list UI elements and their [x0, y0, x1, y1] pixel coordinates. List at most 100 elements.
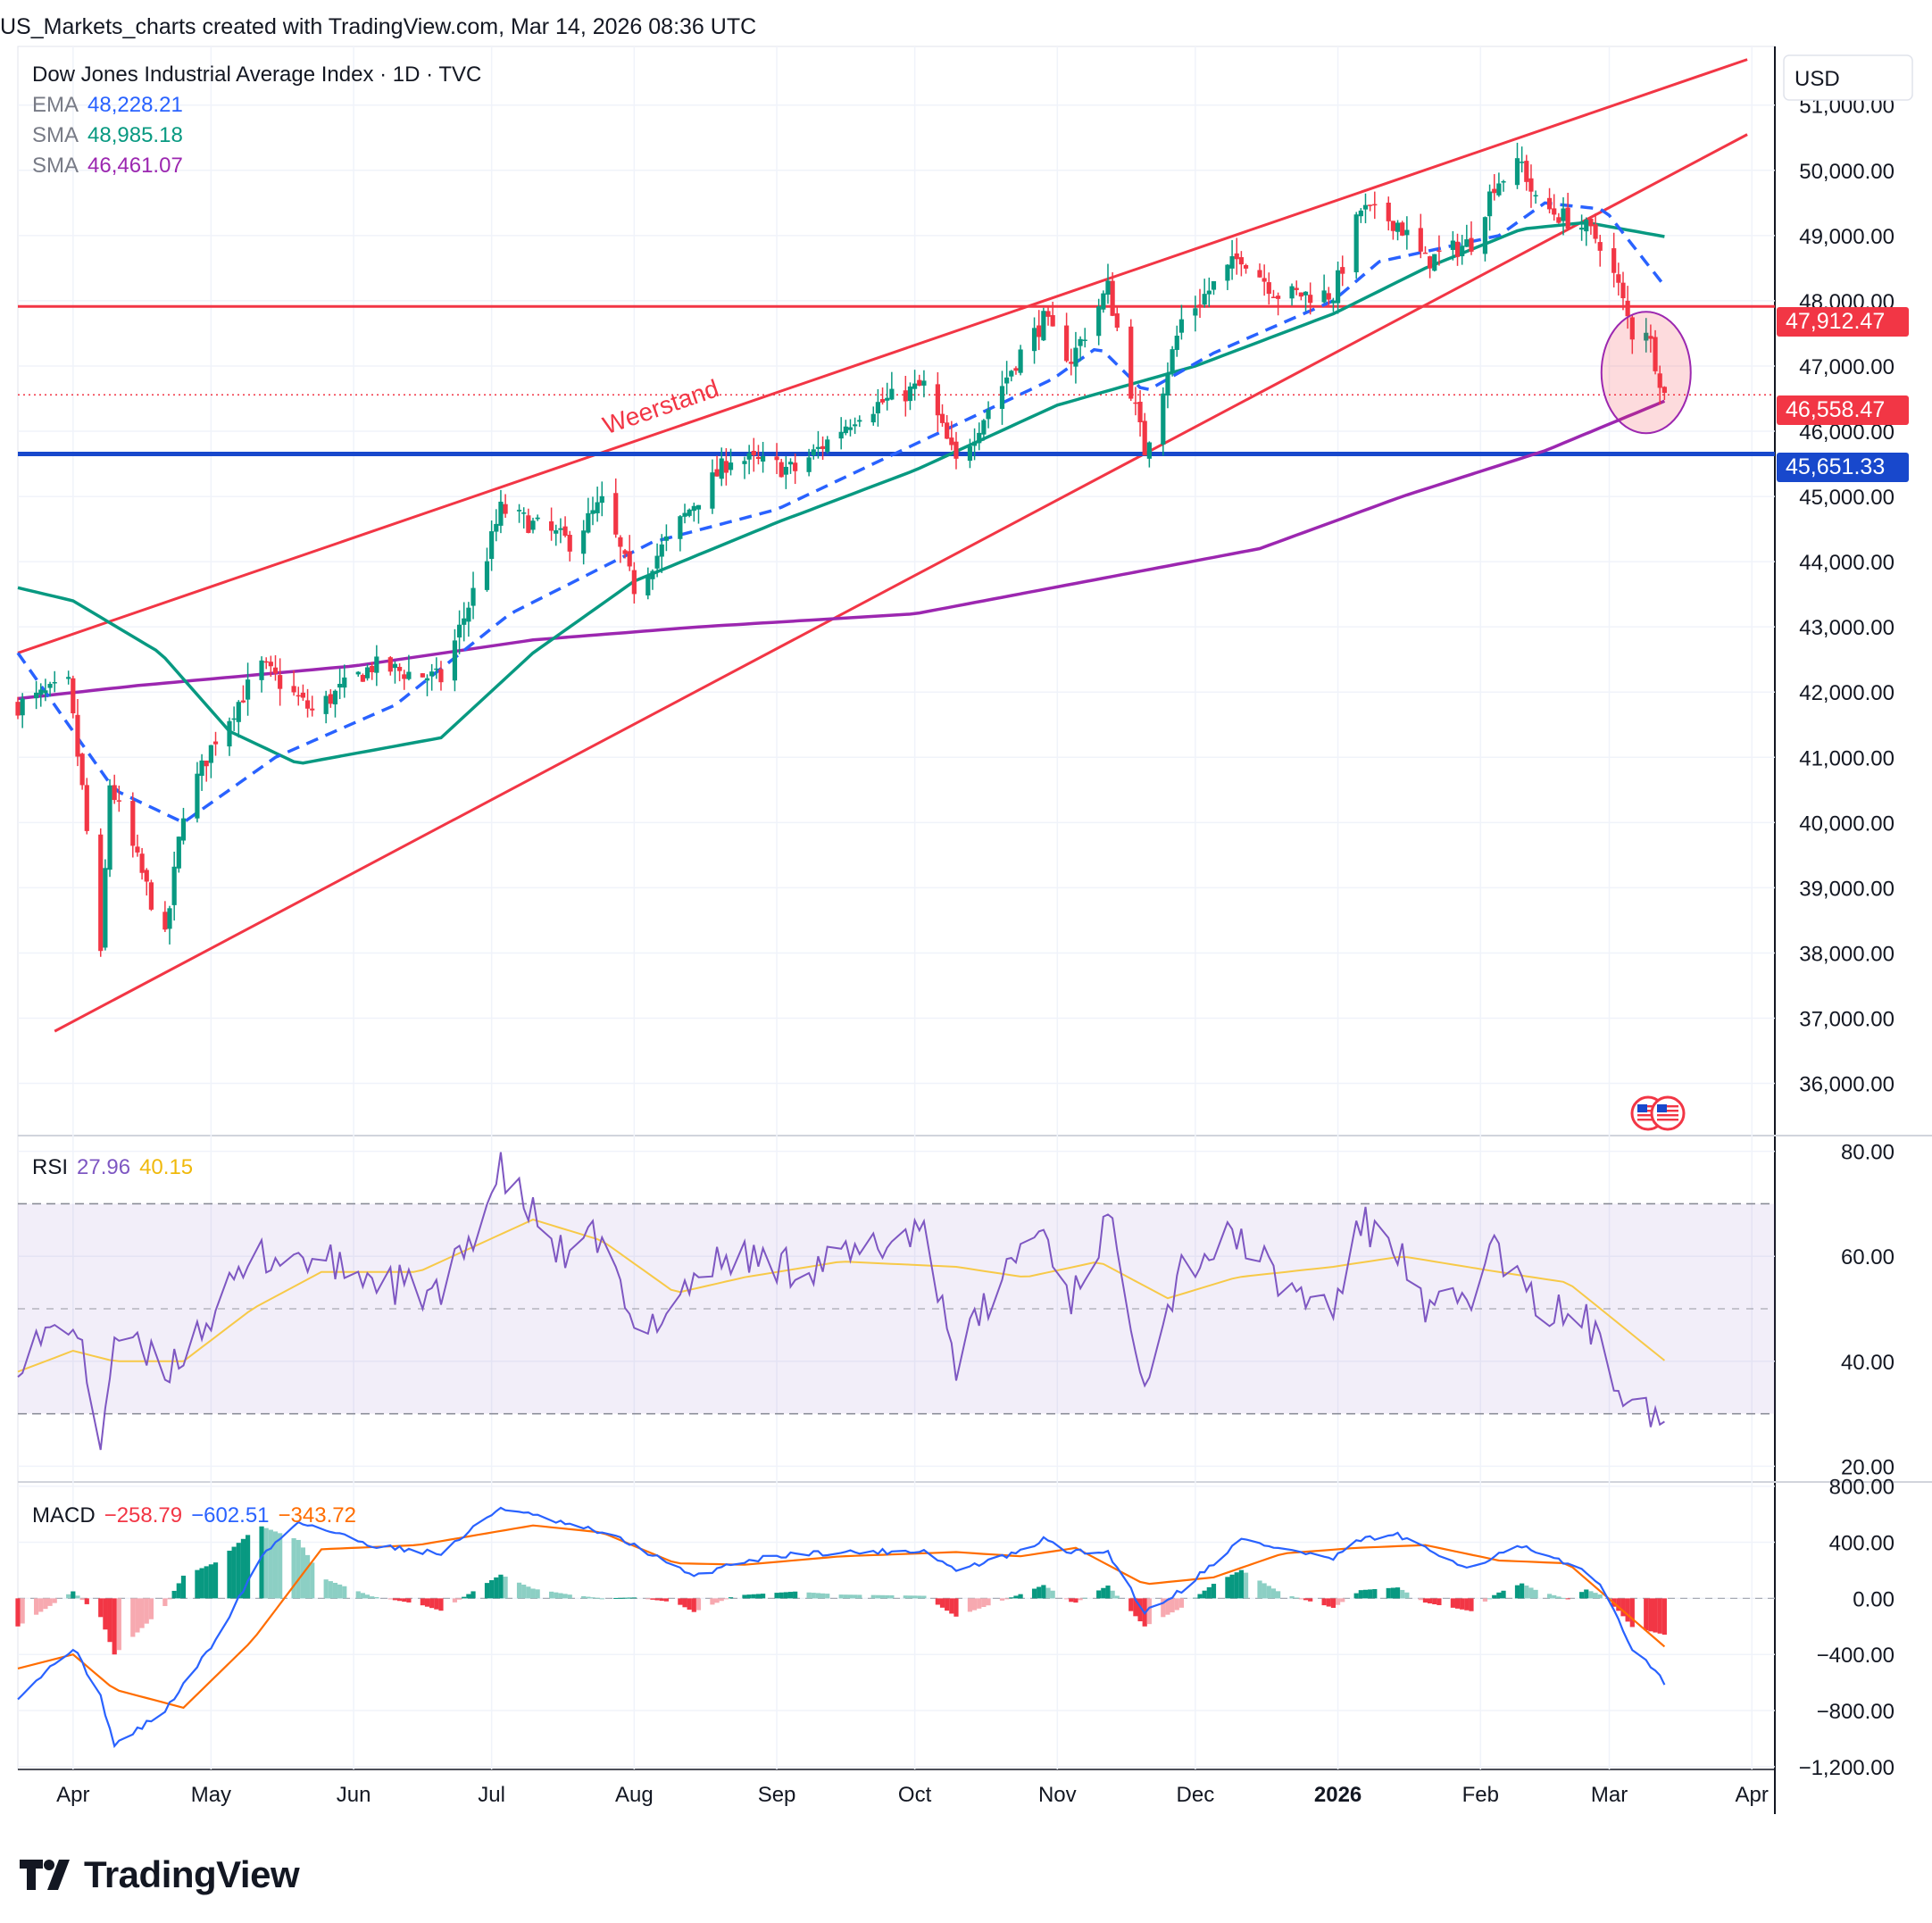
legend-macd-signal-value: −343.72	[278, 1503, 356, 1528]
candle-body	[949, 437, 954, 445]
candle-body	[1460, 246, 1465, 257]
candle-body	[903, 390, 908, 402]
candle-body	[562, 526, 568, 537]
macd-histogram-bar	[259, 1526, 264, 1599]
macd-histogram-bar	[240, 1538, 246, 1599]
macd-histogram-bar	[1069, 1598, 1074, 1602]
macd-histogram-bar	[917, 1595, 922, 1599]
macd-histogram-bar	[622, 1597, 628, 1599]
candle-body	[1565, 207, 1570, 229]
flag-canton	[1637, 1104, 1647, 1112]
macd-histogram-bar	[627, 1597, 632, 1599]
currency-box	[1783, 54, 1913, 101]
candle-body	[103, 868, 108, 948]
macd-histogram-bar	[462, 1596, 467, 1599]
macd-histogram-bar	[825, 1594, 830, 1599]
candle-body	[843, 426, 848, 434]
candle-body	[1390, 221, 1395, 231]
candle-body	[945, 422, 950, 439]
macd-histogram-bar	[66, 1594, 71, 1599]
macd-histogram-bar	[116, 1598, 121, 1651]
candle-body	[691, 505, 696, 512]
candle-body	[84, 785, 89, 831]
candle-body	[1270, 296, 1277, 298]
macd-histogram-bar	[530, 1588, 536, 1599]
candle-body	[618, 537, 623, 547]
macd-histogram-bar	[1238, 1569, 1244, 1599]
macd-histogram-bar	[1197, 1594, 1203, 1599]
macd-histogram-bar	[494, 1577, 499, 1599]
candle-body	[1437, 250, 1442, 253]
candle-body	[977, 432, 982, 444]
macd-histogram-bar	[98, 1598, 104, 1618]
macd-histogram-bar	[1464, 1598, 1470, 1611]
rsi-tick-label: 80.00	[1841, 1141, 1895, 1165]
candle-body	[1128, 326, 1134, 399]
macd-histogram-bar	[1037, 1586, 1042, 1599]
macd-histogram-bar	[503, 1577, 508, 1599]
candle-body	[171, 866, 177, 905]
candle-body	[1450, 240, 1455, 250]
macd-histogram-bar	[1428, 1598, 1433, 1604]
candle-body	[227, 720, 232, 747]
macd-histogram-bar	[691, 1598, 696, 1612]
macd-histogram-bar	[1174, 1598, 1179, 1611]
macd-histogram-bar	[870, 1594, 876, 1599]
candle-body	[1520, 162, 1525, 163]
macd-histogram-bar	[1009, 1597, 1014, 1599]
macd-histogram-bar	[139, 1598, 145, 1628]
macd-histogram-bar	[779, 1592, 784, 1599]
macd-histogram-bar	[402, 1598, 407, 1602]
macd-histogram-bar	[1460, 1598, 1465, 1610]
candle-body	[760, 456, 766, 462]
candle-body	[452, 640, 458, 681]
candle-body	[1611, 248, 1617, 273]
macd-histogram-bar	[1234, 1572, 1239, 1599]
macd-histogram-bar	[549, 1591, 554, 1599]
macd-histogram-bar	[1432, 1598, 1437, 1605]
macd-histogram-bar	[148, 1598, 154, 1619]
candle-body	[1234, 253, 1239, 260]
flag-stripe	[1657, 1114, 1678, 1117]
legend-macd-line-value: −602.51	[191, 1503, 270, 1528]
macd-histogram-bar	[755, 1594, 762, 1599]
candle-body	[1137, 402, 1143, 422]
macd-histogram-bar	[1616, 1598, 1621, 1611]
macd-histogram-bar	[1161, 1598, 1166, 1618]
candle-body	[1298, 292, 1303, 297]
macd-histogram-bar	[1454, 1598, 1461, 1609]
tradingview-logo[interactable]: TradingView	[20, 1852, 300, 1897]
candle-body	[535, 517, 540, 520]
macd-histogram-bar	[1528, 1587, 1534, 1599]
candle-body	[1496, 183, 1502, 196]
flag-canton	[1657, 1104, 1667, 1112]
macd-histogram-bar	[79, 1598, 85, 1601]
rsi-tick-label: 40.00	[1841, 1351, 1895, 1375]
candle-body	[38, 689, 44, 695]
macd-histogram-bar	[38, 1598, 44, 1612]
x-tick-label: Apr	[1736, 1783, 1769, 1807]
macd-histogram-bar	[645, 1598, 651, 1600]
macd-histogram-bar	[977, 1598, 982, 1609]
candle-body	[1358, 210, 1363, 217]
macd-tick-label: 0.00	[1853, 1587, 1895, 1611]
macd-histogram-bar	[1644, 1598, 1649, 1631]
macd-histogram-bar	[1653, 1598, 1658, 1633]
candle-body	[1243, 264, 1249, 269]
candle-body	[139, 853, 145, 873]
macd-histogram-bar	[1321, 1598, 1327, 1606]
macd-histogram-bar	[613, 1597, 619, 1599]
macd-histogram-bar	[581, 1595, 587, 1599]
candle-body	[263, 661, 269, 663]
macd-histogram-bar	[742, 1594, 747, 1599]
candle-body	[332, 690, 338, 704]
candle-body	[516, 510, 522, 512]
macd-histogram-bar	[1496, 1592, 1502, 1599]
macd-histogram-bar	[438, 1598, 444, 1611]
candle-body	[116, 800, 121, 802]
macd-histogram-bar	[1211, 1584, 1217, 1599]
candle-body	[1105, 280, 1111, 296]
candle-body	[1482, 217, 1488, 254]
legend-ema: EMA 48,228.21	[32, 93, 183, 118]
